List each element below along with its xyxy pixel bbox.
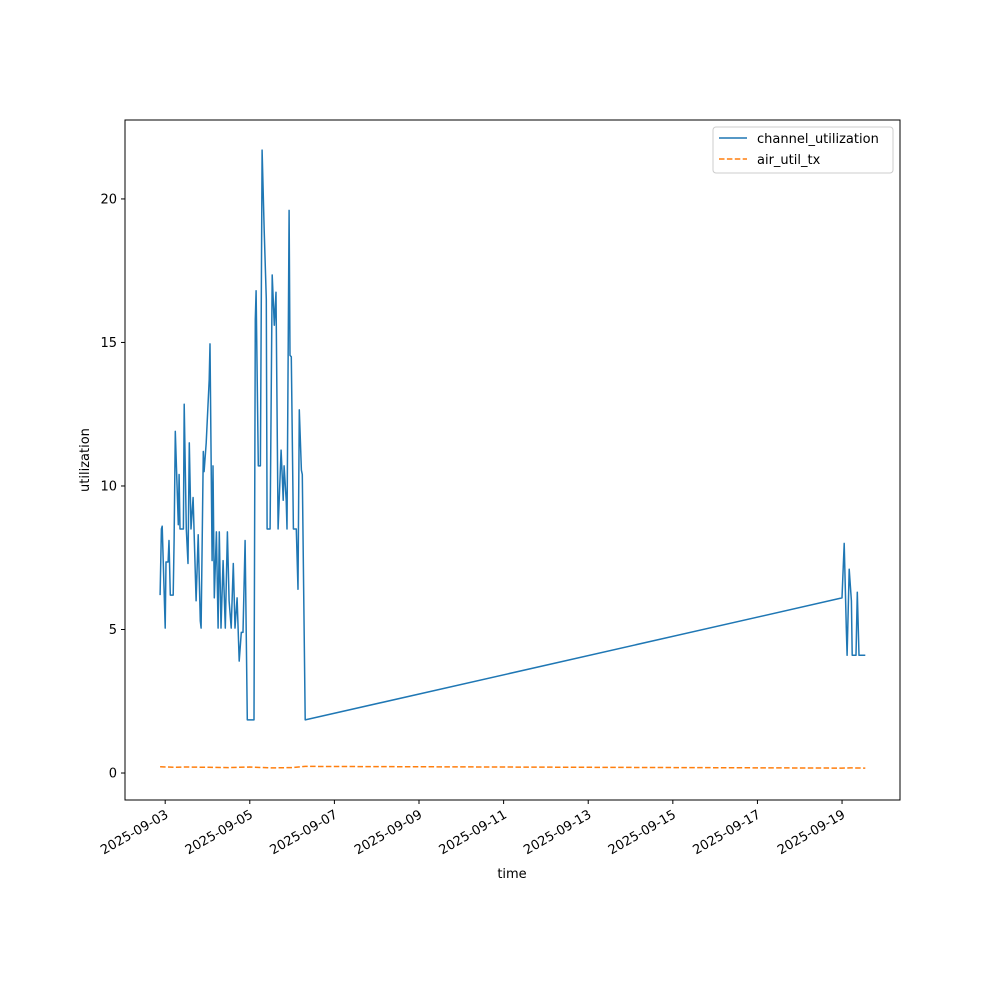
y-axis-label: utilization: [78, 428, 93, 492]
series-line-air-util-tx: [160, 765, 866, 769]
y-tick-label: 20: [100, 192, 117, 207]
y-tick-label: 0: [109, 767, 117, 782]
series-layer: [159, 149, 866, 769]
legend-label-air-util-tx: air_util_tx: [757, 153, 821, 168]
legend-label-channel-utilization: channel_utilization: [757, 132, 879, 147]
y-tick-label: 10: [100, 479, 117, 494]
y-tick-label: 15: [100, 336, 117, 351]
y-tick-label: 5: [109, 623, 117, 638]
legend: channel_utilization air_util_tx: [712, 126, 894, 174]
y-axis: 0 5 10 15 20: [100, 192, 125, 782]
series-line-channel-utilization: [159, 149, 866, 721]
x-axis-label: time: [497, 867, 526, 882]
legend-box: [712, 126, 894, 174]
plot-frame: [124, 119, 901, 801]
